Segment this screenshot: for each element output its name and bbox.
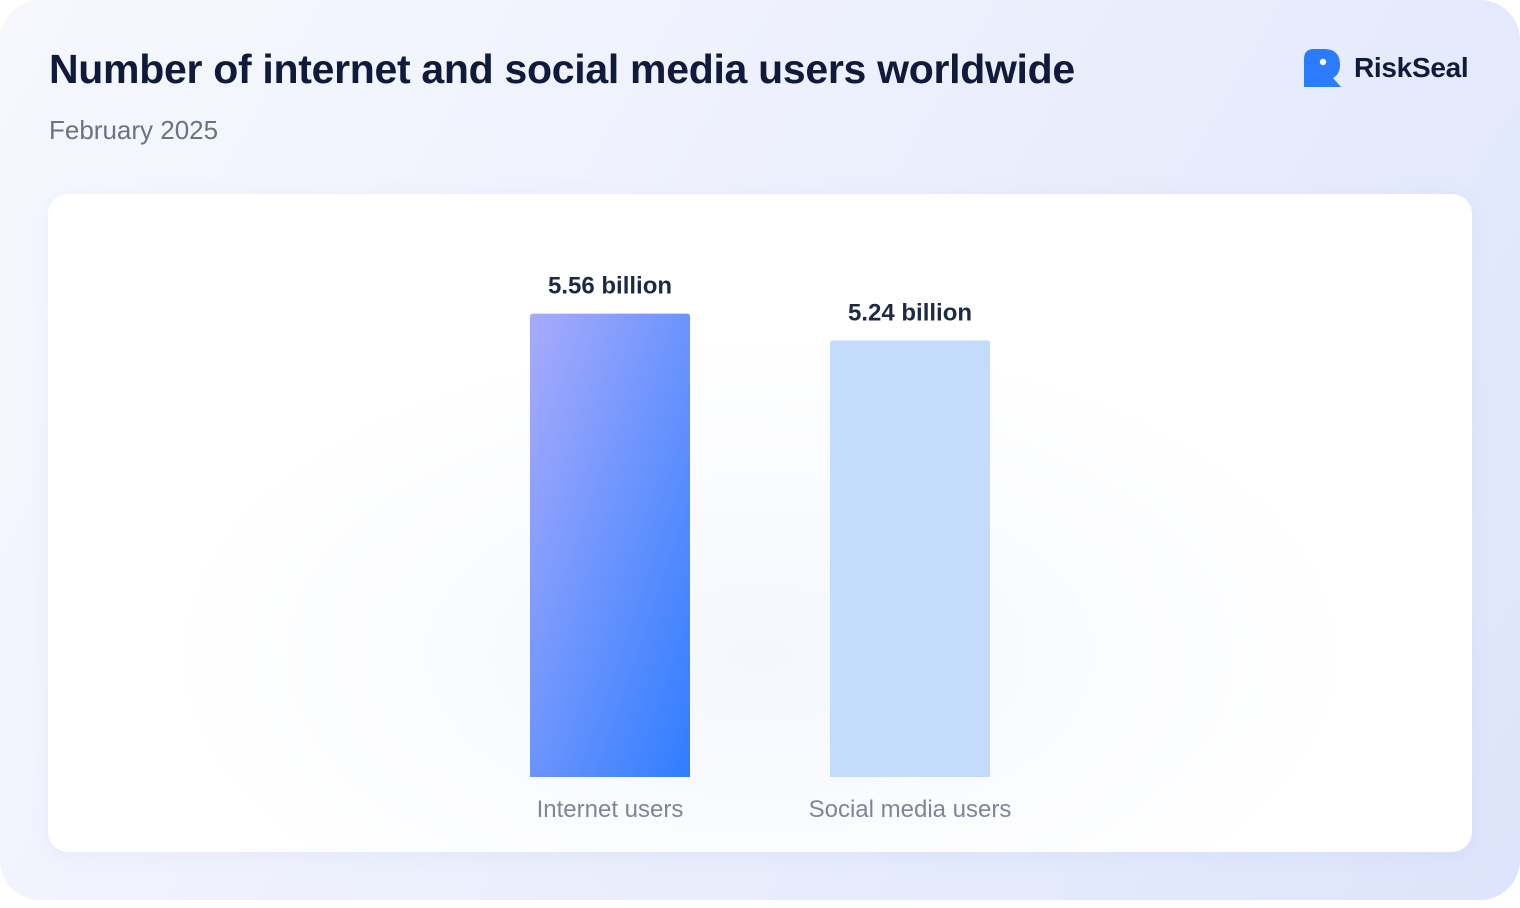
x-tick-label: Social media users xyxy=(809,796,1012,823)
bar-social-media-users xyxy=(830,340,990,777)
bar-chart: 5.56 billion Internet users 5.24 billion So… xyxy=(178,273,1348,823)
brand-name: RiskSeal xyxy=(1354,52,1469,83)
chart-subtitle: February 2025 xyxy=(49,115,219,145)
bar-value-label: 5.56 billion xyxy=(548,273,672,300)
chart-panel: 5.56 billion Internet users 5.24 billion So… xyxy=(48,194,1472,852)
bar-value-label: 5.24 billion xyxy=(848,299,972,326)
x-tick-label: Internet users xyxy=(537,796,684,823)
chart-title: Number of internet and social media user… xyxy=(49,46,1075,92)
bar-internet-users xyxy=(530,313,690,777)
riskseal-logo-icon xyxy=(1304,49,1341,87)
brand-logo: RiskSeal xyxy=(1302,47,1469,89)
